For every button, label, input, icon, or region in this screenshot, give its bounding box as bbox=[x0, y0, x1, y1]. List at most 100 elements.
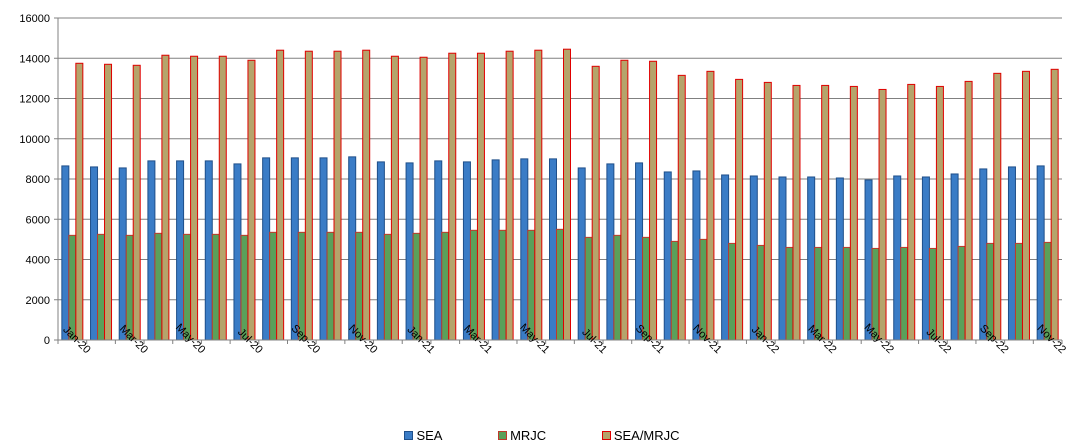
bar-marks bbox=[61, 48, 1059, 341]
bar-sea-mrjc-jun-22 bbox=[907, 83, 916, 341]
bar-mrjc-dec-21 bbox=[728, 242, 737, 341]
bar-mrjc-feb-21 bbox=[441, 231, 450, 341]
bar-mrjc-jun-21 bbox=[556, 228, 564, 341]
bar-sea-mar-22 bbox=[807, 176, 816, 341]
bar-sea-mrjc-dec-21 bbox=[735, 78, 744, 341]
bar-mrjc-apr-22 bbox=[842, 246, 851, 341]
bar-sea-feb-21 bbox=[434, 160, 443, 341]
bar-sea-mrjc-oct-20 bbox=[333, 50, 342, 341]
bar-mrjc-aug-21 bbox=[613, 234, 622, 341]
legend-item-sea: SEA bbox=[404, 428, 442, 443]
bar-sea-mrjc-apr-22 bbox=[849, 85, 858, 341]
y-tick-label: 2000 bbox=[26, 295, 50, 307]
bar-sea-mrjc-dec-20 bbox=[390, 55, 399, 341]
bar-sea-mrjc-jun-20 bbox=[218, 55, 227, 341]
bar-sea-feb-20 bbox=[90, 166, 99, 341]
y-tick-label: 4000 bbox=[26, 255, 50, 267]
bar-sea-may-20 bbox=[176, 160, 185, 341]
bar-sea-mrjc-jan-20 bbox=[75, 62, 84, 341]
bar-sea-aug-22 bbox=[950, 173, 959, 341]
bar-sea-mrjc-jul-21 bbox=[591, 65, 600, 341]
bar-sea-mrjc-feb-20 bbox=[104, 63, 113, 341]
bar-sea-mrjc-apr-21 bbox=[505, 50, 514, 341]
bar-sea-feb-22 bbox=[778, 176, 787, 341]
bar-sea-mrjc-aug-21 bbox=[620, 59, 629, 341]
legend: SEA MRJC SEA/MRJC bbox=[0, 428, 1084, 443]
bar-sea-mrjc-may-20 bbox=[190, 55, 199, 341]
bar-sea-mrjc-may-21 bbox=[534, 49, 543, 341]
bar-sea-mrjc-nov-21 bbox=[706, 70, 715, 341]
bar-sea-jan-21 bbox=[405, 162, 414, 341]
bar-mrjc-oct-20 bbox=[326, 231, 335, 341]
bar-sea-mrjc-nov-22 bbox=[1050, 68, 1059, 341]
bar-sea-aug-21 bbox=[606, 163, 615, 341]
legend-label-sea-mrjc: SEA/MRJC bbox=[613, 428, 680, 443]
bar-sea-nov-22 bbox=[1036, 165, 1045, 341]
bar-sea-apr-21 bbox=[491, 159, 500, 341]
bar-sea-sep-20 bbox=[290, 157, 299, 341]
legend-label-sea: SEA bbox=[416, 428, 443, 443]
bar-mrjc-jun-20 bbox=[211, 233, 220, 341]
bar-sea-mrjc-feb-21 bbox=[448, 52, 457, 341]
bar-sea-mrjc-may-22 bbox=[878, 88, 887, 341]
bar-sea-mrjc-oct-21 bbox=[677, 74, 686, 341]
bar-mrjc-apr-20 bbox=[154, 232, 163, 341]
legend-swatch-sea-mrjc bbox=[601, 431, 611, 440]
bar-sea-sep-22 bbox=[979, 168, 988, 341]
bar-sea-mrjc-apr-20 bbox=[161, 54, 170, 341]
bar-sea-mrjc-jan-21 bbox=[419, 56, 428, 341]
bar-sea-mrjc-oct-22 bbox=[1021, 70, 1030, 341]
bar-sea-dec-21 bbox=[721, 174, 730, 341]
y-tick-label: 6000 bbox=[26, 214, 50, 226]
bar-sea-mrjc-sep-21 bbox=[649, 60, 658, 341]
bar-sea-mrjc-feb-22 bbox=[792, 84, 801, 341]
bar-sea-jun-21 bbox=[549, 158, 557, 341]
bar-sea-may-22 bbox=[864, 179, 873, 341]
bar-sea-mrjc-sep-20 bbox=[304, 50, 313, 341]
bar-mrjc-jun-22 bbox=[900, 246, 909, 341]
bar-sea-jul-20 bbox=[233, 163, 242, 341]
y-tick-label: 12000 bbox=[19, 94, 50, 106]
bar-sea-mrjc-jan-22 bbox=[763, 81, 772, 341]
bar-mrjc-aug-22 bbox=[957, 245, 966, 341]
bar-sea-mrjc-mar-21 bbox=[476, 52, 485, 341]
bar-sea-jun-20 bbox=[204, 160, 213, 341]
y-tick-label: 14000 bbox=[19, 53, 50, 65]
bar-sea-jan-22 bbox=[749, 175, 758, 341]
bar-sea-nov-21 bbox=[692, 170, 701, 341]
bar-mrjc-jul-20 bbox=[240, 234, 249, 341]
bar-sea-apr-22 bbox=[835, 177, 844, 341]
bar-sea-mrjc-sep-22 bbox=[993, 72, 1002, 341]
bar-sea-sep-21 bbox=[635, 162, 644, 341]
bar-sea-mrjc-jul-22 bbox=[935, 85, 944, 341]
bar-sea-dec-20 bbox=[376, 161, 385, 341]
bar-sea-jan-20 bbox=[61, 165, 70, 341]
bar-sea-jun-22 bbox=[893, 175, 902, 341]
y-tick-label: 10000 bbox=[19, 134, 50, 146]
y-tick-labels: 0 2000 4000 6000 8000 10000 12000 14000 16000 bbox=[19, 13, 58, 347]
bar-mrjc-oct-22 bbox=[1014, 242, 1023, 341]
bar-sea-oct-21 bbox=[663, 171, 672, 341]
bar-sea-mrjc-aug-20 bbox=[276, 49, 285, 341]
y-tick-label: 8000 bbox=[26, 174, 50, 186]
bar-sea-oct-20 bbox=[319, 157, 328, 341]
bar-mrjc-oct-21 bbox=[670, 240, 679, 341]
bar-sea-mrjc-mar-22 bbox=[821, 84, 830, 341]
bar-sea-mrjc-mar-20 bbox=[132, 64, 141, 341]
bar-mrjc-feb-20 bbox=[97, 233, 106, 341]
y-tick-label: 0 bbox=[44, 335, 50, 347]
bar-sea-may-21 bbox=[520, 158, 529, 341]
y-tick-label: 16000 bbox=[19, 13, 50, 25]
legend-item-mrjc: MRJC bbox=[498, 428, 546, 443]
bar-sea-mrjc-jul-20 bbox=[247, 59, 256, 341]
bar-mrjc-apr-21 bbox=[498, 229, 507, 341]
legend-swatch-sea bbox=[404, 431, 414, 440]
bar-sea-mar-21 bbox=[462, 161, 471, 341]
bar-mrjc-dec-20 bbox=[383, 233, 392, 341]
bar-sea-mrjc-nov-20 bbox=[362, 49, 371, 341]
legend-swatch-mrjc bbox=[498, 431, 508, 440]
bar-sea-jul-21 bbox=[577, 167, 586, 341]
bar-sea-mar-20 bbox=[118, 167, 127, 341]
bar-sea-mrjc-jun-21 bbox=[563, 48, 571, 341]
